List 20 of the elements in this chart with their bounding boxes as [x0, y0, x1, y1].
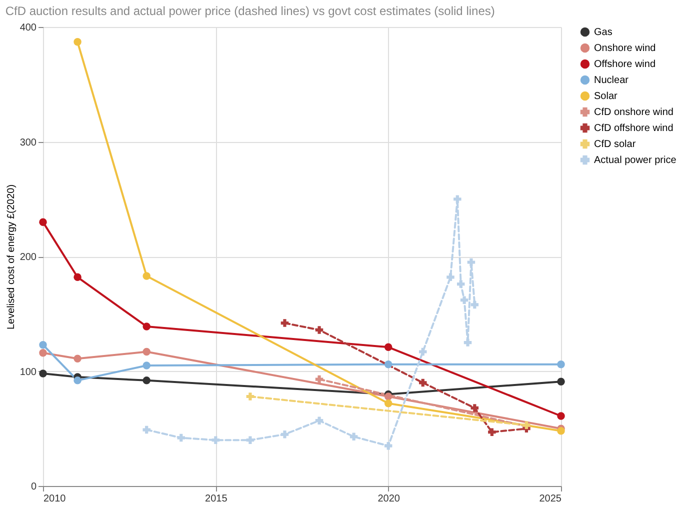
- legend-label: Nuclear: [594, 75, 630, 86]
- chart-title: CfD auction results and actual power price (dashed lines) vs govt cost estimates (solid lines): [5, 4, 495, 18]
- legend-label: Offshore wind: [594, 59, 656, 70]
- x-tick-label: 2010: [44, 494, 66, 504]
- y-tick-label: 100: [20, 366, 37, 378]
- legend-label: CfD onshore wind: [594, 107, 674, 118]
- x-tick-label: 2020: [378, 494, 400, 504]
- legend-label: Actual power price: [594, 155, 677, 166]
- x-tick-label: 2025: [539, 494, 562, 504]
- y-axis-title: Levelised cost of energy £(2020): [6, 184, 17, 330]
- legend-label: CfD offshore wind: [594, 123, 674, 134]
- legend-label: Gas: [594, 27, 612, 38]
- y-tick-label: 200: [20, 252, 37, 263]
- legend-label: CfD solar: [594, 139, 636, 150]
- y-tick-label: 400: [20, 22, 37, 34]
- legend-label: Solar: [594, 91, 618, 102]
- y-tick-label: 0: [30, 482, 37, 492]
- legend-label: Onshore wind: [594, 43, 656, 54]
- y-tick-label: 300: [20, 137, 37, 148]
- x-tick-label: 2015: [205, 494, 228, 504]
